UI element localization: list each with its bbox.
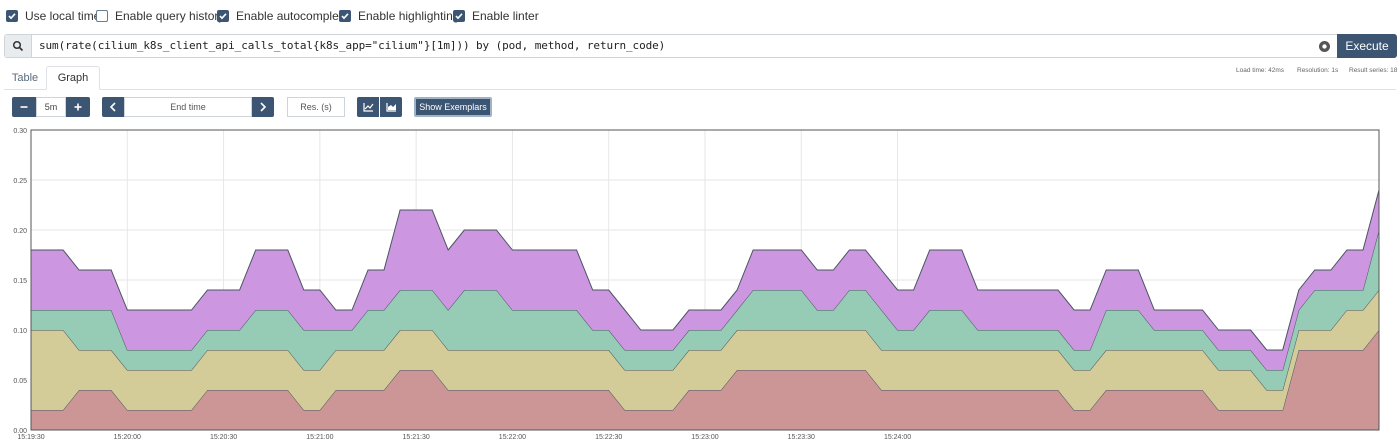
enable-autocomplete-checkbox[interactable]: Enable autocomplete [217, 8, 349, 24]
x-tick-label: 15:19:30 [17, 434, 44, 441]
option-label: Enable highlighting [358, 9, 459, 23]
range-decrease-button[interactable] [12, 97, 36, 117]
y-tick-label: 0.25 [13, 178, 27, 185]
enable-query-history-checkbox[interactable]: Enable query history [96, 8, 224, 24]
metrics-explorer-icon[interactable] [1316, 38, 1332, 54]
resolution-stat: Resolution: 1s [1297, 67, 1338, 74]
option-label: Use local time [25, 9, 100, 23]
x-tick-label: 15:21:30 [403, 434, 430, 441]
resolution-input[interactable]: Res. (s) [287, 97, 345, 117]
chevron-left-icon [109, 102, 117, 112]
stacked-chart-button[interactable] [380, 97, 402, 117]
checkbox-checked-icon [339, 10, 351, 22]
tab-divider [4, 89, 1396, 90]
checkbox-unchecked-icon [96, 10, 108, 22]
graph-panel: 0.00 0.05 0.10 0.15 0.20 0.25 0.30 15:19:30 15:2… [0, 122, 1400, 447]
result-series-stat: Result series: 18 [1349, 67, 1397, 74]
y-tick-label: 0.20 [13, 228, 27, 235]
y-tick-label: 0.15 [13, 278, 27, 285]
y-tick-label: 0.30 [13, 128, 27, 135]
range-input[interactable]: 5m [36, 97, 66, 117]
search-icon [5, 35, 32, 57]
expression-input[interactable]: sum(rate(cilium_k8s_client_api_calls_tot… [39, 39, 665, 52]
option-label: Enable query history [115, 9, 224, 23]
tab-graph[interactable]: Graph [46, 66, 100, 90]
y-tick-label: 0.10 [13, 328, 27, 335]
line-chart-icon [363, 102, 374, 112]
x-tick-label: 15:24:00 [884, 434, 911, 441]
option-label: Enable linter [472, 9, 539, 23]
chevron-right-icon [259, 102, 267, 112]
end-time-input[interactable]: End time [124, 97, 252, 117]
end-time-forward-button[interactable] [252, 97, 274, 117]
x-tick-label: 15:23:30 [788, 434, 815, 441]
query-bar: sum(rate(cilium_k8s_client_api_calls_tot… [4, 34, 1397, 58]
show-exemplars-button[interactable]: Show Exemplars [414, 97, 492, 117]
query-options-bar: Use local time Enable query history Enab… [0, 0, 1400, 32]
use-local-time-checkbox[interactable]: Use local time [6, 8, 100, 24]
unstacked-chart-button[interactable] [357, 97, 379, 117]
checkbox-checked-icon [453, 10, 465, 22]
y-tick-label: 0.05 [13, 378, 27, 385]
x-tick-label: 15:21:00 [306, 434, 333, 441]
enable-highlighting-checkbox[interactable]: Enable highlighting [339, 8, 459, 24]
x-tick-label: 15:22:30 [595, 434, 622, 441]
minus-icon [19, 102, 29, 112]
x-tick-label: 15:23:00 [691, 434, 718, 441]
x-tick-label: 15:20:00 [114, 434, 141, 441]
checkbox-checked-icon [6, 10, 18, 22]
enable-linter-checkbox[interactable]: Enable linter [453, 8, 539, 24]
end-time-back-button[interactable] [102, 97, 124, 117]
x-tick-label: 15:20:30 [210, 434, 237, 441]
x-tick-label: 15:22:00 [499, 434, 526, 441]
checkbox-checked-icon [217, 10, 229, 22]
area-chart-icon [386, 102, 397, 112]
load-time-stat: Load time: 42ms [1236, 67, 1284, 74]
plus-icon [73, 102, 83, 112]
tab-table[interactable]: Table [4, 66, 46, 90]
option-label: Enable autocomplete [236, 9, 349, 23]
execute-button[interactable]: Execute [1337, 34, 1397, 58]
range-increase-button[interactable] [66, 97, 90, 117]
